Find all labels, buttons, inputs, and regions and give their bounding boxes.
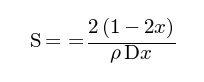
Text: $\mathrm{S} {=}{=} \dfrac{2\,(1-2x)}{\rho\,\mathrm{D}x}$: $\mathrm{S} {=}{=} \dfrac{2\,(1-2x)}{\rh… [29, 16, 175, 66]
